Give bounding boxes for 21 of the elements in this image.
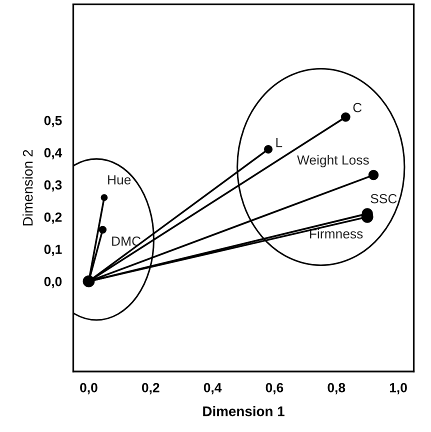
series-label: SSC (370, 194, 397, 204)
y-tick-label: 0,0 (44, 276, 62, 288)
series-label: Weight Loss (297, 154, 369, 168)
y-axis-title: Dimension 2 (22, 150, 33, 226)
y-tick-label: 0,5 (44, 116, 62, 128)
series-label: C (353, 102, 362, 112)
y-tick-label: 0,3 (44, 180, 62, 192)
series-label: L (276, 138, 282, 148)
x-axis-title: Dimension 1 (203, 406, 284, 416)
x-tick-label: 0,6 (266, 382, 284, 394)
x-tick-label: 1,0 (390, 382, 407, 394)
x-tick-label: 0,4 (204, 382, 222, 394)
series-label: Hue (108, 175, 131, 184)
x-tick-label: 0,8 (328, 382, 346, 394)
x-tick-label: 0,0 (80, 382, 98, 394)
y-tick-label: 0,4 (44, 148, 62, 160)
y-tick-label: 0,2 (44, 212, 62, 224)
series-label: DMC (112, 236, 141, 246)
x-tick-label: 0,2 (142, 382, 160, 394)
y-tick-label: 0,1 (44, 244, 62, 256)
series-label: Firmness (310, 228, 363, 239)
